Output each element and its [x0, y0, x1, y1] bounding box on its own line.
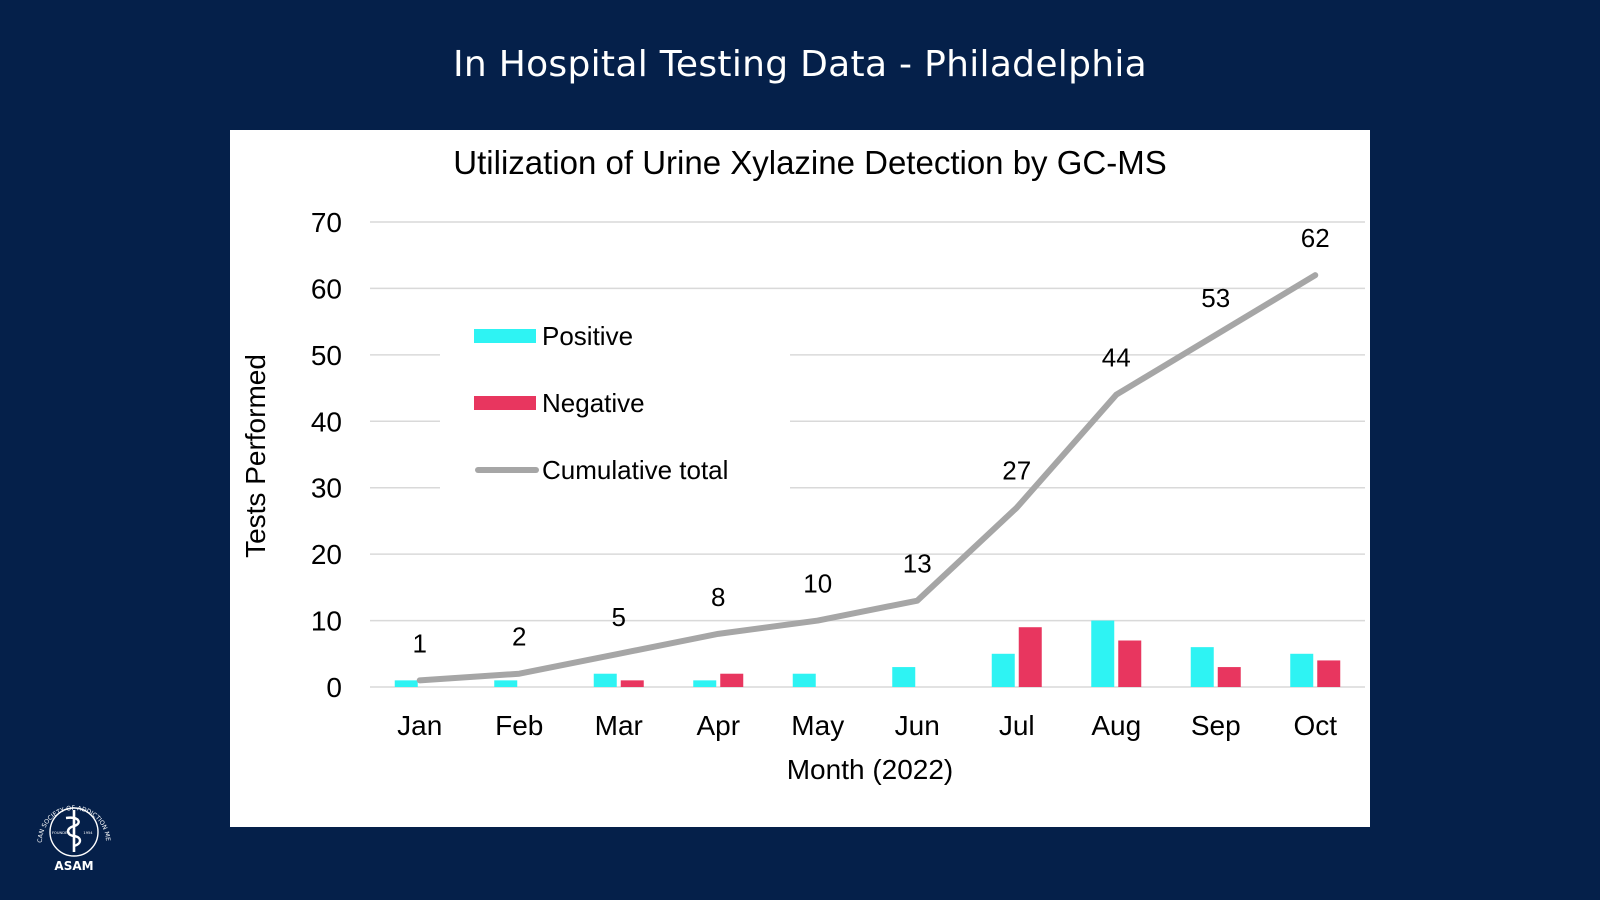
y-tick-label-70: 70 — [311, 207, 342, 238]
x-tick-label-jun: Jun — [895, 710, 940, 741]
logo-founded: FOUNDED — [52, 831, 70, 835]
positive-bar-jul — [991, 653, 1015, 687]
y-tick-label-40: 40 — [311, 406, 342, 437]
y-axis-label: Tests Performed — [240, 354, 271, 558]
legend-swatch-negative — [474, 396, 536, 410]
cumulative-label-apr: 8 — [711, 582, 725, 612]
positive-bar-sep — [1190, 647, 1214, 687]
chart-title: Utilization of Urine Xylazine Detection … — [453, 144, 1166, 181]
y-tick-label-20: 20 — [311, 539, 342, 570]
positive-bar-apr — [693, 680, 717, 687]
asam-logo: AMERICAN SOCIETY OF ADDICTION MEDICINE F… — [28, 790, 111, 873]
xylazine-testing-chart: Utilization of Urine Xylazine Detection … — [240, 144, 1365, 785]
cumulative-label-jun: 13 — [903, 549, 932, 579]
y-axis-ticks: 0 10 20 30 40 50 60 70 — [311, 207, 342, 703]
x-axis-ticks: Jan Feb Mar Apr May Jun Jul Aug Sep Oct — [397, 710, 1337, 741]
bars — [394, 620, 1341, 687]
cumulative-label-jul: 27 — [1002, 456, 1031, 486]
y-tick-label-0: 0 — [326, 672, 342, 703]
cumulative-label-aug: 44 — [1102, 343, 1131, 373]
legend: Positive Negative Cumulative total — [474, 321, 728, 485]
negative-bar-apr — [720, 673, 744, 687]
positive-bar-may — [792, 673, 816, 687]
x-axis-label: Month (2022) — [787, 754, 954, 785]
y-tick-label-30: 30 — [311, 473, 342, 504]
x-tick-label-feb: Feb — [495, 710, 543, 741]
legend-label-cumulative-total: Cumulative total — [542, 455, 728, 485]
x-tick-label-may: May — [791, 710, 844, 741]
slide-title: In Hospital Testing Data - Philadelphia — [452, 44, 1148, 85]
cumulative-label-may: 10 — [803, 569, 832, 599]
y-tick-label-60: 60 — [311, 273, 342, 304]
data-labels: 1 2 5 8 10 13 27 44 53 62 — [413, 223, 1330, 658]
positive-bar-aug — [1091, 620, 1115, 687]
logo-ring — [49, 807, 99, 857]
positive-bar-jun — [892, 667, 916, 687]
cumulative-label-jan: 1 — [413, 628, 427, 658]
x-tick-label-aug: Aug — [1091, 710, 1141, 741]
positive-bar-feb — [494, 680, 518, 687]
positive-bar-oct — [1290, 653, 1314, 687]
cumulative-label-sep: 53 — [1201, 283, 1230, 313]
x-tick-label-apr: Apr — [696, 710, 740, 741]
negative-bar-mar — [620, 680, 644, 687]
legend-label-positive: Positive — [542, 321, 633, 351]
logo-name: ASAM — [54, 859, 93, 873]
negative-bar-oct — [1317, 660, 1341, 687]
positive-bar-jan — [394, 680, 418, 687]
y-tick-label-10: 10 — [311, 606, 342, 637]
negative-bar-sep — [1217, 667, 1241, 687]
cumulative-label-feb: 2 — [512, 622, 526, 652]
cumulative-label-oct: 62 — [1301, 223, 1330, 253]
cumulative-total-line — [416, 272, 1319, 684]
chart-panel: Utilization of Urine Xylazine Detection … — [230, 130, 1370, 827]
x-tick-label-mar: Mar — [595, 710, 643, 741]
legend-swatch-positive — [474, 329, 536, 343]
logo-year: 1954 — [83, 831, 93, 835]
serpent-icon — [65, 816, 82, 848]
x-tick-label-jul: Jul — [999, 710, 1035, 741]
legend-label-negative: Negative — [542, 388, 645, 418]
y-tick-label-50: 50 — [311, 340, 342, 371]
negative-bar-aug — [1118, 640, 1142, 687]
x-tick-label-sep: Sep — [1191, 710, 1241, 741]
x-tick-label-oct: Oct — [1293, 710, 1337, 741]
negative-bar-jul — [1018, 627, 1042, 687]
cumulative-line — [416, 272, 1319, 684]
cumulative-label-mar: 5 — [612, 602, 626, 632]
positive-bar-mar — [593, 673, 617, 687]
x-tick-label-jan: Jan — [397, 710, 442, 741]
